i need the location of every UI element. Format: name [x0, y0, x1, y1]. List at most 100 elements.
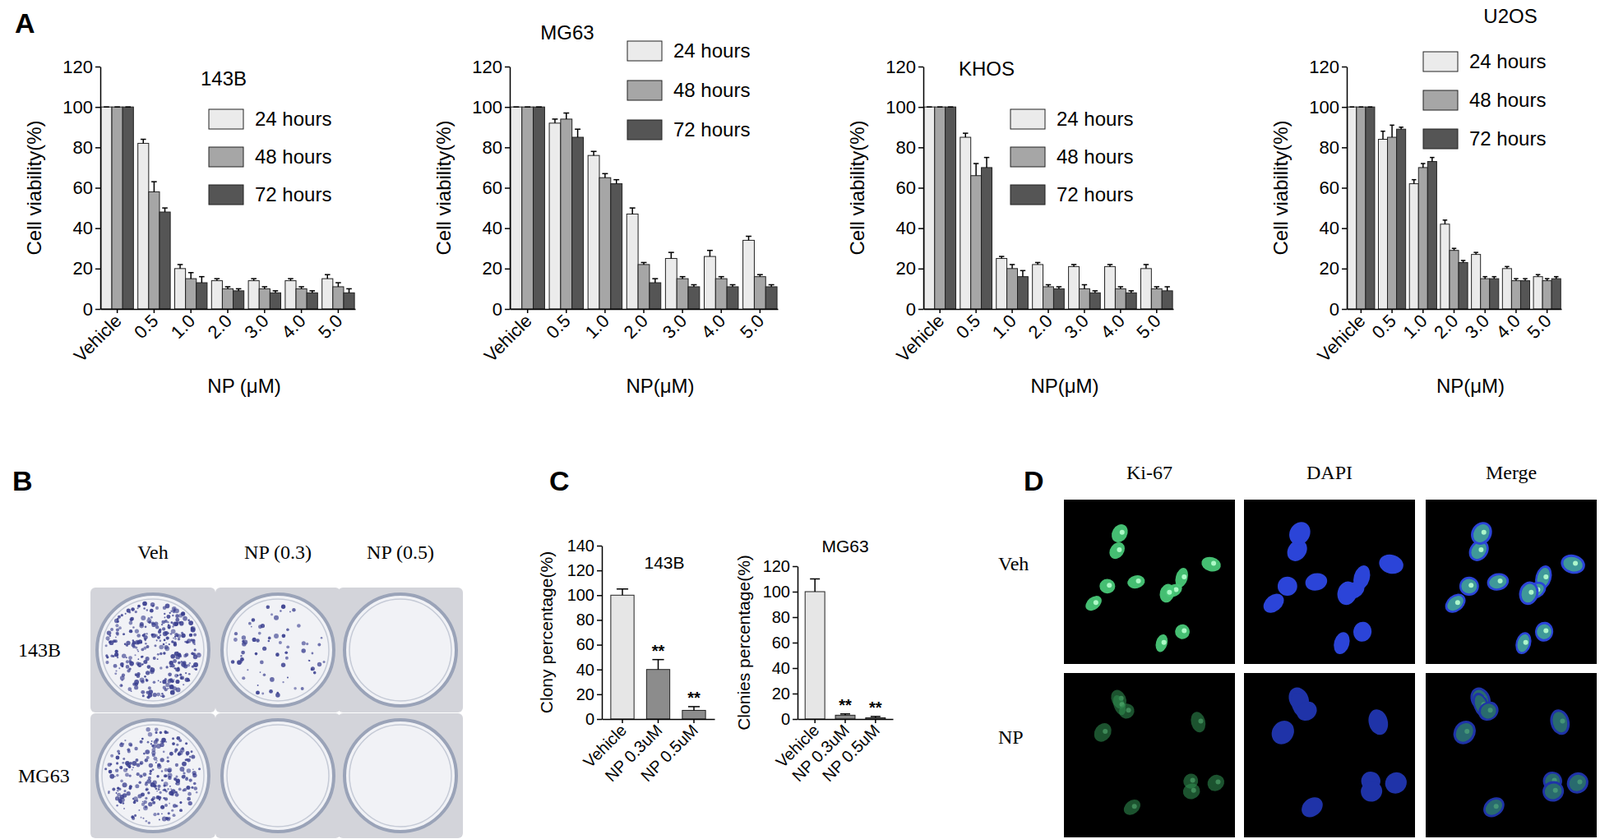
bar — [322, 278, 333, 310]
bar — [638, 264, 650, 310]
colony — [175, 763, 179, 768]
error-bar-cap — [335, 282, 342, 284]
colony — [134, 679, 139, 685]
chart: 020406080100120Vehicle0.51.02.03.04.05.0… — [1269, 4, 1563, 398]
colony — [137, 651, 139, 653]
x-tick-label: NP 0.5uM — [818, 721, 884, 786]
plate-rim — [226, 599, 329, 702]
y-axis-title: Cell viability(%) — [846, 120, 869, 255]
error-bar — [1442, 220, 1448, 225]
annotation: ** — [687, 689, 701, 708]
bar — [665, 258, 677, 310]
bar — [1511, 281, 1521, 310]
bar — [1114, 288, 1126, 310]
colony — [161, 693, 163, 695]
bar — [934, 106, 946, 310]
error-bar-cap — [346, 288, 352, 291]
ki67-spot — [1455, 600, 1461, 606]
colony — [161, 779, 164, 782]
error-bar-stem — [709, 250, 712, 257]
nucleus-ki67 — [1482, 796, 1506, 819]
ki67-spot — [1528, 590, 1534, 596]
colony — [166, 767, 172, 773]
x-tick-label: Vehicle — [480, 310, 537, 367]
annotation: ** — [838, 696, 852, 715]
nucleus-dapi — [1448, 716, 1480, 750]
x-tick-mark — [813, 719, 816, 724]
colony — [183, 788, 187, 792]
colony — [151, 740, 153, 743]
colony — [134, 758, 139, 763]
ki67-spot — [1572, 560, 1578, 566]
bar — [715, 278, 727, 310]
legend-label: 48 hours — [1469, 88, 1546, 111]
nucleus-ki67 — [1452, 720, 1477, 746]
colony — [166, 788, 169, 791]
colony — [143, 675, 147, 679]
error-bar — [346, 288, 352, 293]
colony — [195, 791, 199, 795]
error-bar-cap — [1522, 277, 1528, 280]
legend: 24 hours48 hours72 hours — [208, 107, 332, 206]
colony — [148, 763, 153, 768]
colony — [142, 663, 144, 666]
colony — [152, 753, 156, 758]
x-axis: Vehicle0.51.02.03.04.05.0 — [1313, 309, 1562, 366]
colony — [241, 635, 246, 640]
x-tick-mark — [1156, 309, 1158, 314]
y-tick-mark — [95, 66, 101, 69]
colony — [164, 678, 167, 681]
y-tick-label: 20 — [1319, 258, 1340, 279]
ki67-spot — [1493, 804, 1499, 810]
y-tick-label: 80 — [482, 137, 503, 158]
chart: 020406080100120Vehicle0.51.02.03.04.05.0… — [846, 56, 1175, 398]
colony — [162, 643, 166, 647]
bar — [981, 167, 993, 310]
y-tick: 60 — [576, 635, 602, 654]
colony — [130, 607, 135, 612]
colony — [161, 813, 163, 815]
colony — [175, 744, 179, 747]
y-tick-mark — [596, 694, 602, 697]
x-tick-mark — [1546, 309, 1549, 314]
colony — [141, 738, 144, 741]
colony — [181, 775, 186, 780]
error-bar-cap — [690, 284, 697, 287]
error-bar — [613, 180, 620, 185]
colony — [254, 652, 259, 657]
colony — [179, 621, 185, 627]
colony — [188, 673, 191, 676]
colony — [157, 813, 160, 816]
colony — [305, 642, 309, 646]
colony — [171, 629, 176, 635]
colony — [130, 643, 135, 648]
x-tick-mark — [1083, 309, 1086, 314]
colony — [190, 626, 196, 632]
colony — [122, 633, 125, 636]
colony — [163, 639, 167, 643]
colony — [115, 792, 118, 795]
colony — [115, 774, 119, 777]
error-bar — [962, 133, 968, 138]
bar — [835, 715, 856, 720]
error-bar — [870, 716, 881, 719]
colony — [140, 615, 146, 621]
colony — [151, 623, 156, 628]
colony — [114, 672, 117, 676]
bar — [1017, 277, 1029, 310]
ki67-spot — [1211, 560, 1217, 566]
bar — [1489, 278, 1499, 310]
colony — [193, 786, 198, 791]
legend-swatch — [1423, 129, 1458, 149]
error-bar — [235, 288, 242, 291]
colony — [194, 648, 197, 652]
x-tick: 5.0 — [314, 309, 347, 343]
y-tick-label: 80 — [576, 610, 595, 629]
ki67-spot — [1478, 547, 1484, 553]
colony — [188, 801, 193, 806]
ki67-spot — [1181, 628, 1187, 634]
error-bar-cap — [937, 106, 943, 108]
colony — [146, 779, 152, 785]
y-tick-label: 0 — [1329, 299, 1340, 320]
y-tick-mark — [1341, 147, 1347, 149]
